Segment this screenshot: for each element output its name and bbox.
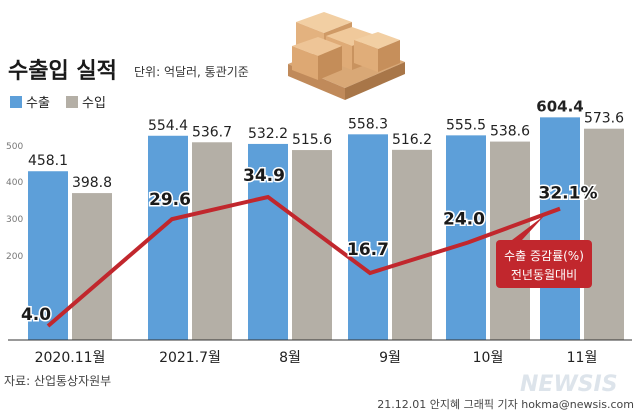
y-tick-label: 200 bbox=[6, 252, 23, 262]
credit-line: 21.12.01 안지혜 그래픽 기자 hokma@newsis.com bbox=[377, 398, 634, 411]
growth-rate-line bbox=[46, 194, 561, 328]
x-tick-label: 10월 bbox=[473, 350, 504, 366]
bar-export bbox=[540, 117, 580, 340]
growth-rate-label: 24.0 bbox=[443, 210, 485, 230]
bar-import bbox=[72, 193, 112, 340]
bar-label-import: 515.6 bbox=[292, 132, 332, 148]
growth-rate-annotation: 수출 증감률(%) 전년동월대비 bbox=[496, 215, 592, 288]
x-tick-label: 11월 bbox=[567, 350, 598, 366]
bar-layer bbox=[28, 117, 624, 340]
bar-label-export: 604.4 bbox=[536, 97, 583, 115]
bar-import bbox=[292, 150, 332, 340]
bar-label-import: 398.8 bbox=[72, 175, 112, 191]
y-tick-label: 300 bbox=[6, 215, 23, 225]
growth-rate-label: 32.1% bbox=[539, 184, 598, 204]
x-axis-labels: 2020.11월 2021.7월 8월 9월 10월 11월 bbox=[35, 350, 598, 366]
x-tick-label: 9월 bbox=[379, 350, 401, 366]
x-tick-label: 8월 bbox=[279, 350, 301, 366]
bar-label-import: 536.7 bbox=[192, 124, 232, 140]
bar-import bbox=[392, 149, 432, 340]
growth-rate-label: 16.7 bbox=[347, 240, 389, 260]
annotation-pointer bbox=[512, 215, 545, 240]
y-tick-label: 400 bbox=[6, 178, 23, 188]
legend-swatch-export bbox=[10, 96, 22, 108]
growth-rate-label: 4.0 bbox=[21, 305, 51, 325]
chart-title: 수출입 실적 bbox=[8, 59, 117, 84]
bar-import bbox=[584, 128, 624, 340]
legend-label-import: 수입 bbox=[82, 96, 106, 111]
bar-label-export: 554.4 bbox=[148, 118, 188, 134]
x-tick-label: 2021.7월 bbox=[159, 350, 221, 366]
bar-export bbox=[148, 135, 188, 340]
bar-label-import: 538.6 bbox=[490, 124, 530, 140]
bar-label-export: 555.5 bbox=[446, 117, 486, 133]
x-tick-label: 2020.11월 bbox=[35, 350, 106, 366]
bar-label-import: 516.2 bbox=[392, 132, 432, 148]
growth-rate-label: 34.9 bbox=[243, 166, 285, 186]
growth-rate-labels: 4.0 29.6 34.9 16.7 24.0 32.1% bbox=[19, 165, 599, 327]
legend-label-export: 수출 bbox=[26, 96, 50, 111]
bar-label-export: 558.3 bbox=[348, 116, 388, 132]
annotation-box bbox=[496, 240, 592, 288]
bar-label-import: 573.6 bbox=[584, 111, 624, 127]
chart-subtitle: 단위: 억달러, 통관기준 bbox=[134, 65, 249, 79]
growth-rate-label: 29.6 bbox=[149, 190, 191, 210]
y-axis: 500 400 300 200 bbox=[6, 142, 23, 262]
y-tick-label: 500 bbox=[6, 142, 23, 152]
annotation-line1: 수출 증감률(%) bbox=[504, 249, 584, 263]
boxes-illustration-icon bbox=[288, 12, 405, 100]
bar-label-export: 532.2 bbox=[248, 126, 288, 142]
bar-import bbox=[192, 142, 232, 340]
legend: 수출 수입 bbox=[10, 96, 106, 111]
bar-export bbox=[248, 143, 288, 340]
bar-label-export: 458.1 bbox=[28, 153, 68, 169]
watermark: NEWSIS bbox=[520, 372, 618, 397]
legend-swatch-import bbox=[66, 96, 78, 108]
annotation-line2: 전년동월대비 bbox=[511, 268, 577, 282]
source-note: 자료: 산업통상자원부 bbox=[4, 374, 111, 388]
bar-export bbox=[348, 134, 388, 340]
